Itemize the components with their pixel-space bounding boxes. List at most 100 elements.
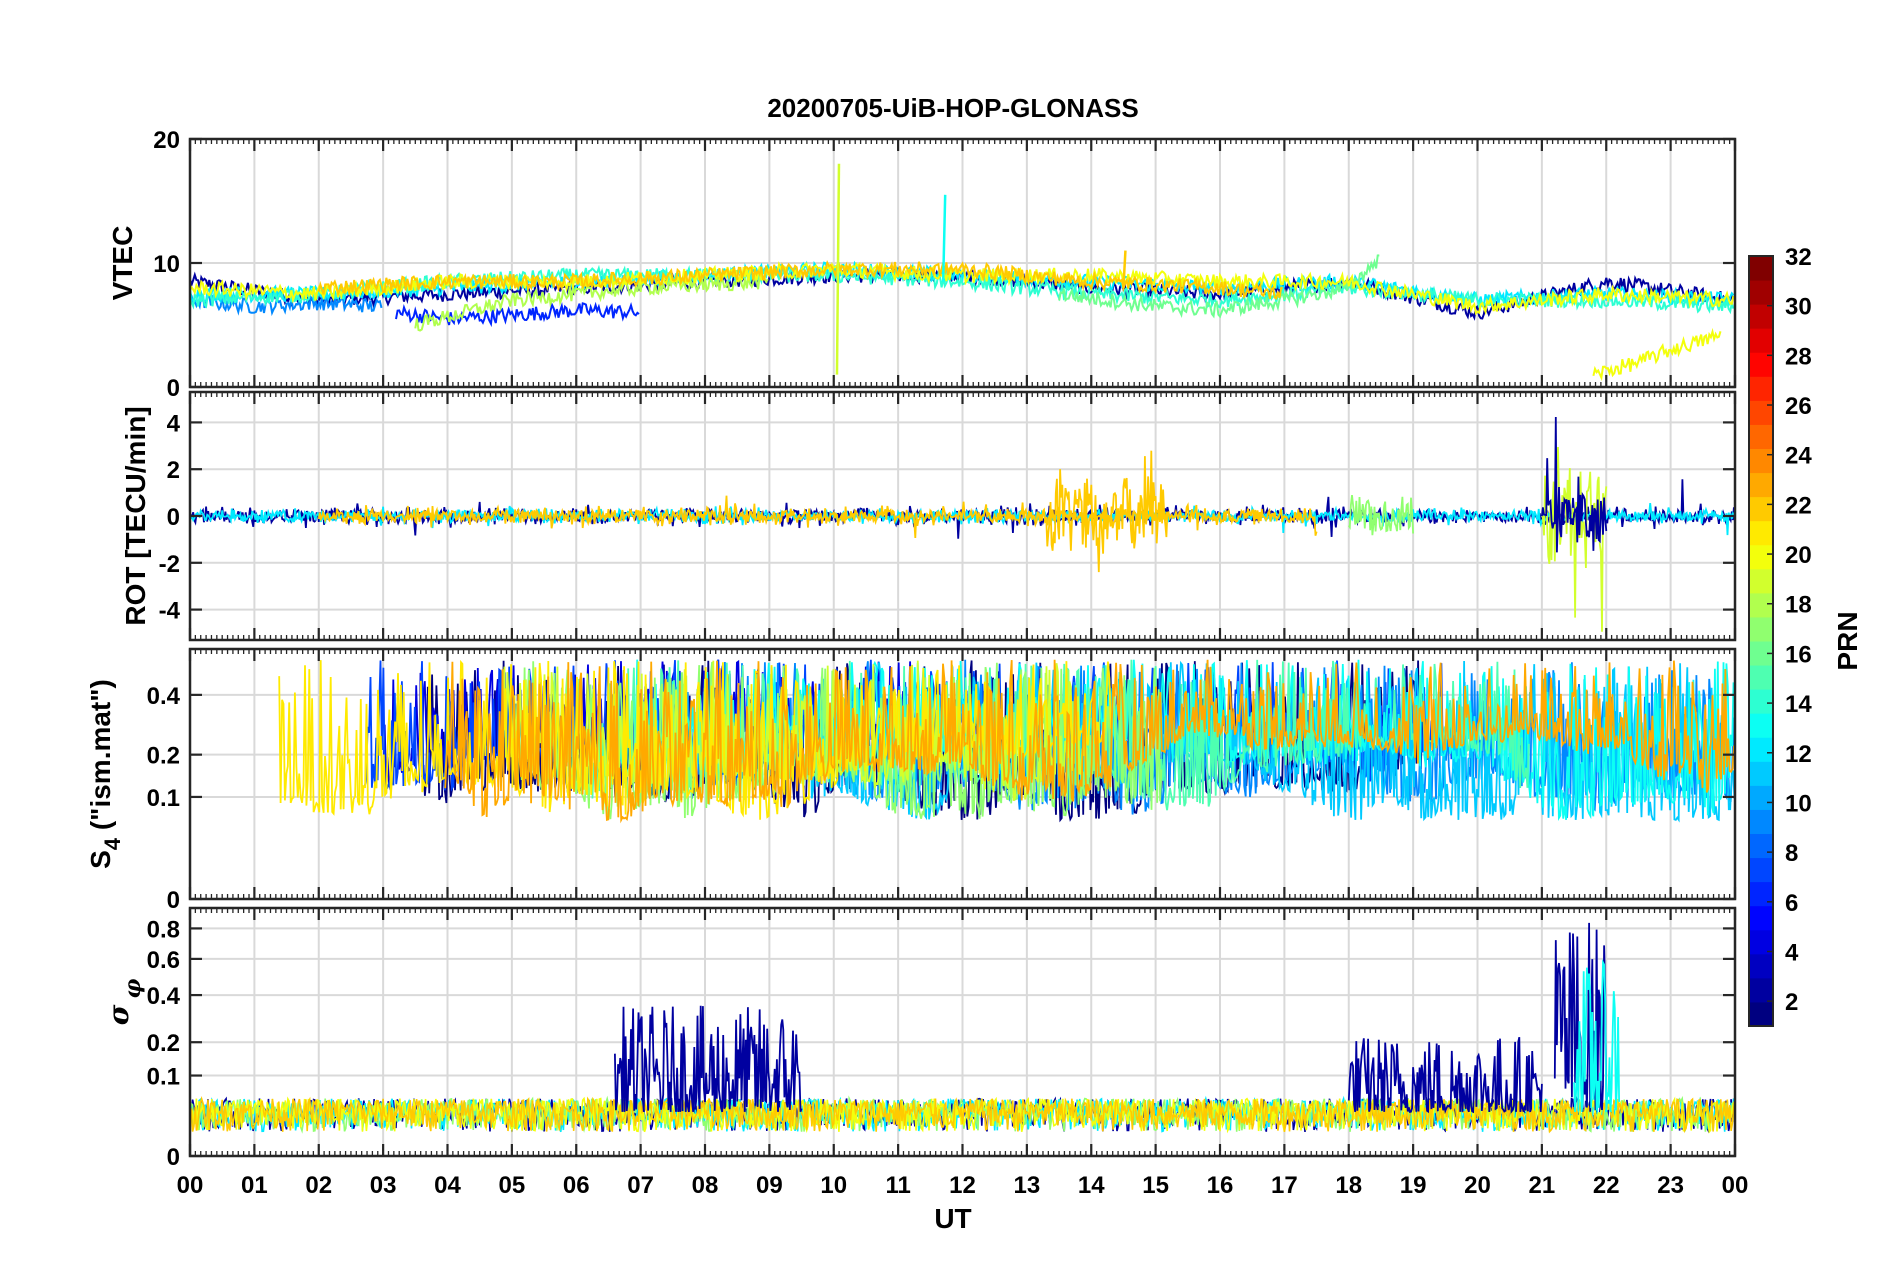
- colorbar-segment: [1749, 785, 1773, 810]
- colorbar-segment: [1749, 256, 1773, 281]
- colorbar-tick-label: 8: [1785, 840, 1798, 867]
- x-tick-label: 18: [1335, 1172, 1362, 1199]
- colorbar-segment: [1749, 809, 1773, 834]
- vtec-spike: [941, 194, 947, 282]
- y-tick-label: 2: [167, 457, 180, 484]
- y-tick-label: 0.1: [147, 1064, 180, 1091]
- y-tick-label: 0.4: [147, 983, 181, 1010]
- colorbar-segment: [1749, 400, 1773, 425]
- sigma-baseline-prn-22: [190, 1095, 1735, 1134]
- rot-series-prn-17: [1348, 495, 1414, 536]
- x-tick-label: 15: [1142, 1172, 1169, 1199]
- x-tick-label: 02: [305, 1172, 332, 1199]
- colorbar-tick-label: 26: [1785, 393, 1812, 420]
- y-tick-label: 0: [167, 375, 180, 402]
- colorbar-tick-label: 18: [1785, 592, 1812, 619]
- colorbar-segment: [1749, 665, 1773, 690]
- y-tick-label: -4: [159, 598, 181, 625]
- x-tick-label: 13: [1014, 1172, 1041, 1199]
- y-axis-label-s4: S4 ("ism.mat"): [85, 679, 125, 869]
- colorbar-tick-label: 32: [1785, 244, 1812, 271]
- colorbar-segment: [1749, 616, 1773, 642]
- colorbar-segment: [1749, 857, 1773, 883]
- vtec-series-prn-20: [190, 261, 1735, 316]
- colorbar-frame: [1748, 255, 1774, 1027]
- x-tick-label: 16: [1207, 1172, 1234, 1199]
- colorbar-tick-label: 12: [1785, 741, 1812, 768]
- y-axis-label-sigma: σφ: [102, 979, 146, 1026]
- colorbar-segment: [1749, 833, 1773, 859]
- colorbar-tick-label: 14: [1785, 691, 1812, 718]
- s4-series-prn-23: [444, 659, 1735, 824]
- colorbar-tick-label: 28: [1785, 343, 1812, 370]
- colorbar-segment: [1749, 929, 1773, 955]
- colorbar-segment: [1749, 376, 1773, 401]
- colorbar-tick-label: 30: [1785, 294, 1812, 321]
- y-tick-label: 10: [153, 251, 180, 278]
- data-vtec: [190, 163, 1735, 382]
- colorbar-segment: [1749, 304, 1773, 329]
- y-tick-label: 20: [153, 127, 180, 154]
- y-tick-label: 0.1: [147, 785, 180, 812]
- colorbar-tick-label: 22: [1785, 492, 1812, 519]
- x-tick-label: 21: [1529, 1172, 1556, 1199]
- panel-vtec: 0 10 20 VTEC: [107, 127, 1737, 402]
- colorbar-segment: [1749, 496, 1773, 522]
- colorbar-tick-label: 16: [1785, 641, 1812, 668]
- colorbar-tick-label: 4: [1785, 939, 1799, 966]
- colorbar-segment: [1749, 280, 1773, 305]
- x-tick-label: 17: [1271, 1172, 1298, 1199]
- colorbar-tick-label: 20: [1785, 542, 1812, 569]
- colorbar-label: PRN: [1832, 611, 1863, 670]
- data-rot: [190, 416, 1735, 632]
- colorbar-segment: [1749, 953, 1773, 979]
- y-tick-label: 0: [167, 1144, 180, 1171]
- y-tick-label: 0: [167, 887, 180, 914]
- rot-series-prn-2: [1541, 416, 1608, 553]
- sigma-burst-prn-2: [1347, 1037, 1543, 1115]
- x-tick-label: 00: [1722, 1172, 1749, 1199]
- colorbar-segment: [1749, 689, 1773, 714]
- sigma-burst-prn-13: [1573, 959, 1620, 1113]
- vtec-series-prn-6: [395, 301, 640, 328]
- x-tick-label: 04: [434, 1172, 461, 1199]
- x-tick-label: 11: [885, 1172, 910, 1199]
- colorbar-segment: [1749, 977, 1773, 1003]
- y-tick-label: 4: [167, 410, 181, 437]
- vtec-series-prn-22: [317, 259, 1283, 300]
- colorbar-segment: [1749, 520, 1773, 546]
- y-tick-label: 0.2: [147, 1030, 180, 1057]
- y-tick-label: 0.8: [147, 916, 180, 943]
- y-tick-label: 0: [167, 504, 180, 531]
- rot-series-prn-19: [1541, 446, 1608, 632]
- colorbar-tick-label: 2: [1785, 989, 1798, 1016]
- colorbar-segment: [1749, 448, 1773, 474]
- colorbar-tick-label: 10: [1785, 790, 1812, 817]
- x-tick-label: 14: [1078, 1172, 1105, 1199]
- y-axis-label-vtec: VTEC: [107, 226, 138, 301]
- vtec-spike: [835, 163, 841, 375]
- x-tick-label: 20: [1464, 1172, 1491, 1199]
- x-tick-label: 05: [499, 1172, 526, 1199]
- x-tick-label: 00: [177, 1172, 204, 1199]
- colorbar-segment: [1749, 905, 1773, 931]
- x-tick-label: 09: [756, 1172, 783, 1199]
- y-axis-label-rot: ROT [TECU/min]: [120, 406, 151, 625]
- panel-sigma_phi: 0 0.1 0.2 0.4 0.6 0.8 σφ: [102, 906, 1737, 1171]
- colorbar-segment: [1749, 328, 1773, 353]
- sigma-baseline-prn-17: [190, 1095, 1735, 1134]
- y-tick-label: 0.2: [147, 743, 180, 770]
- x-tick-label: 12: [949, 1172, 976, 1199]
- colorbar-tick-label: 24: [1785, 443, 1812, 470]
- sigma-burst-prn-2: [614, 1005, 803, 1113]
- rot-series-prn-22: [1045, 450, 1170, 573]
- colorbar-segment: [1749, 568, 1773, 594]
- panel-s4: 0 0.1 0.2 0.4 S4 ("ism.mat"): [85, 647, 1737, 914]
- colorbar-segment: [1749, 713, 1773, 738]
- colorbar-segment: [1749, 472, 1773, 498]
- x-tick-label: 08: [692, 1172, 719, 1199]
- y-tick-label: 0.4: [147, 683, 181, 710]
- colorbar-segment: [1749, 544, 1773, 570]
